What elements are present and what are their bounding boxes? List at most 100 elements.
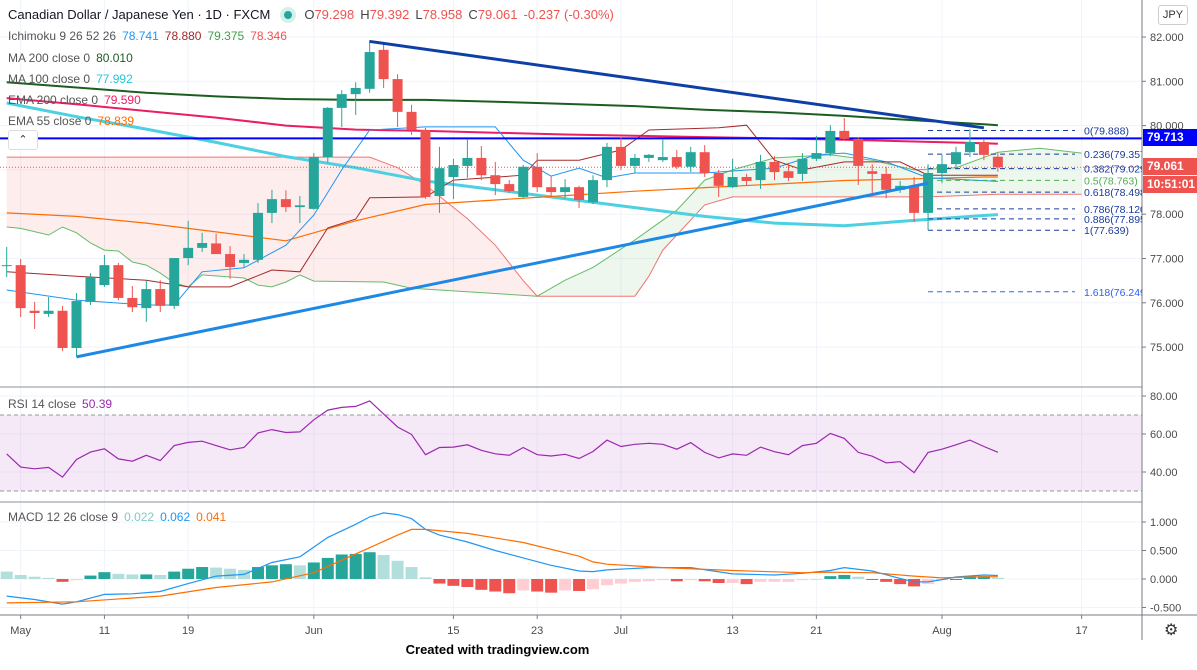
candle[interactable] <box>518 165 529 199</box>
candle[interactable] <box>308 153 319 210</box>
fib-level-label: 1(77.639) <box>1084 225 1129 237</box>
candle[interactable] <box>671 149 682 170</box>
candle[interactable] <box>266 189 277 224</box>
candle[interactable] <box>825 125 836 157</box>
macd-histogram-bar <box>126 574 139 579</box>
candle[interactable] <box>713 169 724 197</box>
legend-ema55[interactable]: EMA 55 close 0 78.839 <box>8 114 140 128</box>
candle[interactable] <box>434 146 445 213</box>
candle[interactable] <box>601 142 612 188</box>
rsi-pane[interactable] <box>0 395 1142 492</box>
trendline[interactable] <box>76 181 929 359</box>
candle[interactable] <box>546 176 557 197</box>
candle[interactable] <box>741 173 752 186</box>
candle[interactable] <box>280 190 291 212</box>
candle[interactable] <box>197 232 208 252</box>
candle[interactable] <box>57 305 68 352</box>
macd-pane[interactable] <box>0 512 1142 608</box>
candle[interactable] <box>867 164 878 194</box>
currency-button[interactable]: JPY <box>1158 5 1188 25</box>
candle[interactable] <box>560 179 571 199</box>
candle[interactable] <box>783 162 794 181</box>
candle[interactable] <box>964 129 975 158</box>
chart-canvas[interactable]: 0(79.888) 0.236(79.357) 0.382(79.029)0.5(7… <box>0 0 1197 640</box>
candle[interactable] <box>950 146 961 169</box>
legend-ichimoku[interactable]: Ichimoku 9 26 52 26 78.741 78.880 79.375 78.… <box>8 29 293 43</box>
candle[interactable] <box>294 196 305 224</box>
candle[interactable] <box>211 233 222 255</box>
candle[interactable] <box>685 146 696 173</box>
candle[interactable] <box>629 153 640 174</box>
candle[interactable] <box>85 273 96 306</box>
candle[interactable] <box>71 293 82 357</box>
candle[interactable] <box>769 156 780 181</box>
candle[interactable] <box>811 135 822 162</box>
candle[interactable] <box>839 118 850 140</box>
candle[interactable] <box>99 254 110 287</box>
candle[interactable] <box>937 154 948 184</box>
candle[interactable] <box>378 41 389 88</box>
candle[interactable] <box>406 104 417 135</box>
candle[interactable] <box>490 161 501 196</box>
candle[interactable] <box>252 203 263 263</box>
price-axis[interactable]: 82.00081.00080.00078.00077.00076.00075.0… <box>1142 32 1184 354</box>
macd-histogram-bar <box>14 575 27 579</box>
candle[interactable] <box>350 82 361 115</box>
candle-body <box>225 254 236 267</box>
legend-ma100[interactable]: MA 100 close 0 77.992 <box>8 72 139 86</box>
candle[interactable] <box>225 246 236 279</box>
candle[interactable] <box>588 175 599 205</box>
ichimoku-cloud-segment <box>6 157 21 229</box>
candle[interactable] <box>462 138 473 178</box>
symbol-title[interactable]: Canadian Dollar / Japanese Yen · 1D · FX… <box>8 7 271 22</box>
legend-macd[interactable]: MACD 12 26 close 9 0.022 0.062 0.041 <box>8 510 232 524</box>
candle[interactable] <box>392 74 403 127</box>
legend-ma200[interactable]: MA 200 close 0 80.010 <box>8 51 139 65</box>
candle[interactable] <box>574 185 585 208</box>
candle[interactable] <box>797 153 808 181</box>
candle[interactable] <box>978 138 989 161</box>
candle[interactable] <box>992 152 1003 172</box>
candle[interactable] <box>755 154 766 189</box>
candle[interactable] <box>127 285 138 313</box>
legend-ema200[interactable]: EMA 200 close 0 79.590 <box>8 93 147 107</box>
candle[interactable] <box>853 137 864 185</box>
candle[interactable] <box>29 301 40 329</box>
candle[interactable] <box>155 280 166 313</box>
macd-axis[interactable]: 1.000 0.500 0.000 -0.500 <box>1142 517 1181 615</box>
rsi-axis[interactable]: 80.00 60.00 40.00 <box>1142 391 1178 479</box>
candle[interactable] <box>420 127 431 199</box>
candle-body <box>992 156 1003 168</box>
candle[interactable] <box>727 158 738 189</box>
candle[interactable] <box>364 40 375 93</box>
candle[interactable] <box>504 180 515 193</box>
gear-icon[interactable]: ⚙ <box>1164 622 1179 639</box>
trendline[interactable] <box>369 39 985 130</box>
candle[interactable] <box>532 153 543 193</box>
candle[interactable] <box>169 258 180 310</box>
candle[interactable] <box>113 262 124 301</box>
candle[interactable] <box>476 145 487 181</box>
candle[interactable] <box>239 254 250 267</box>
macd-histogram-bar <box>600 579 613 586</box>
candle[interactable] <box>322 106 333 163</box>
candle[interactable] <box>643 153 654 162</box>
candle[interactable] <box>923 164 934 231</box>
candle[interactable] <box>615 137 626 170</box>
candle[interactable] <box>183 220 194 266</box>
candle[interactable] <box>699 145 710 177</box>
collapse-legend-button[interactable]: ⌃ <box>8 130 38 150</box>
ichimoku-cloud-segment <box>593 258 607 297</box>
candle[interactable] <box>336 90 347 127</box>
candle[interactable] <box>657 139 668 162</box>
time-axis[interactable]: May 11 19 Jun 15 23 Jul 13 21 Aug 17 <box>10 615 1088 637</box>
price-pane[interactable]: 0(79.888) 0.236(79.357) 0.382(79.029)0.5(7… <box>0 39 1149 359</box>
candle-body <box>978 141 989 155</box>
ichimoku-cloud-segment <box>383 162 398 286</box>
candle[interactable] <box>1 246 12 278</box>
legend-rsi[interactable]: RSI 14 close 50.39 <box>8 397 118 411</box>
candle[interactable] <box>448 158 459 200</box>
candle[interactable] <box>15 258 26 317</box>
candle[interactable] <box>43 297 54 317</box>
candle[interactable] <box>141 280 152 322</box>
